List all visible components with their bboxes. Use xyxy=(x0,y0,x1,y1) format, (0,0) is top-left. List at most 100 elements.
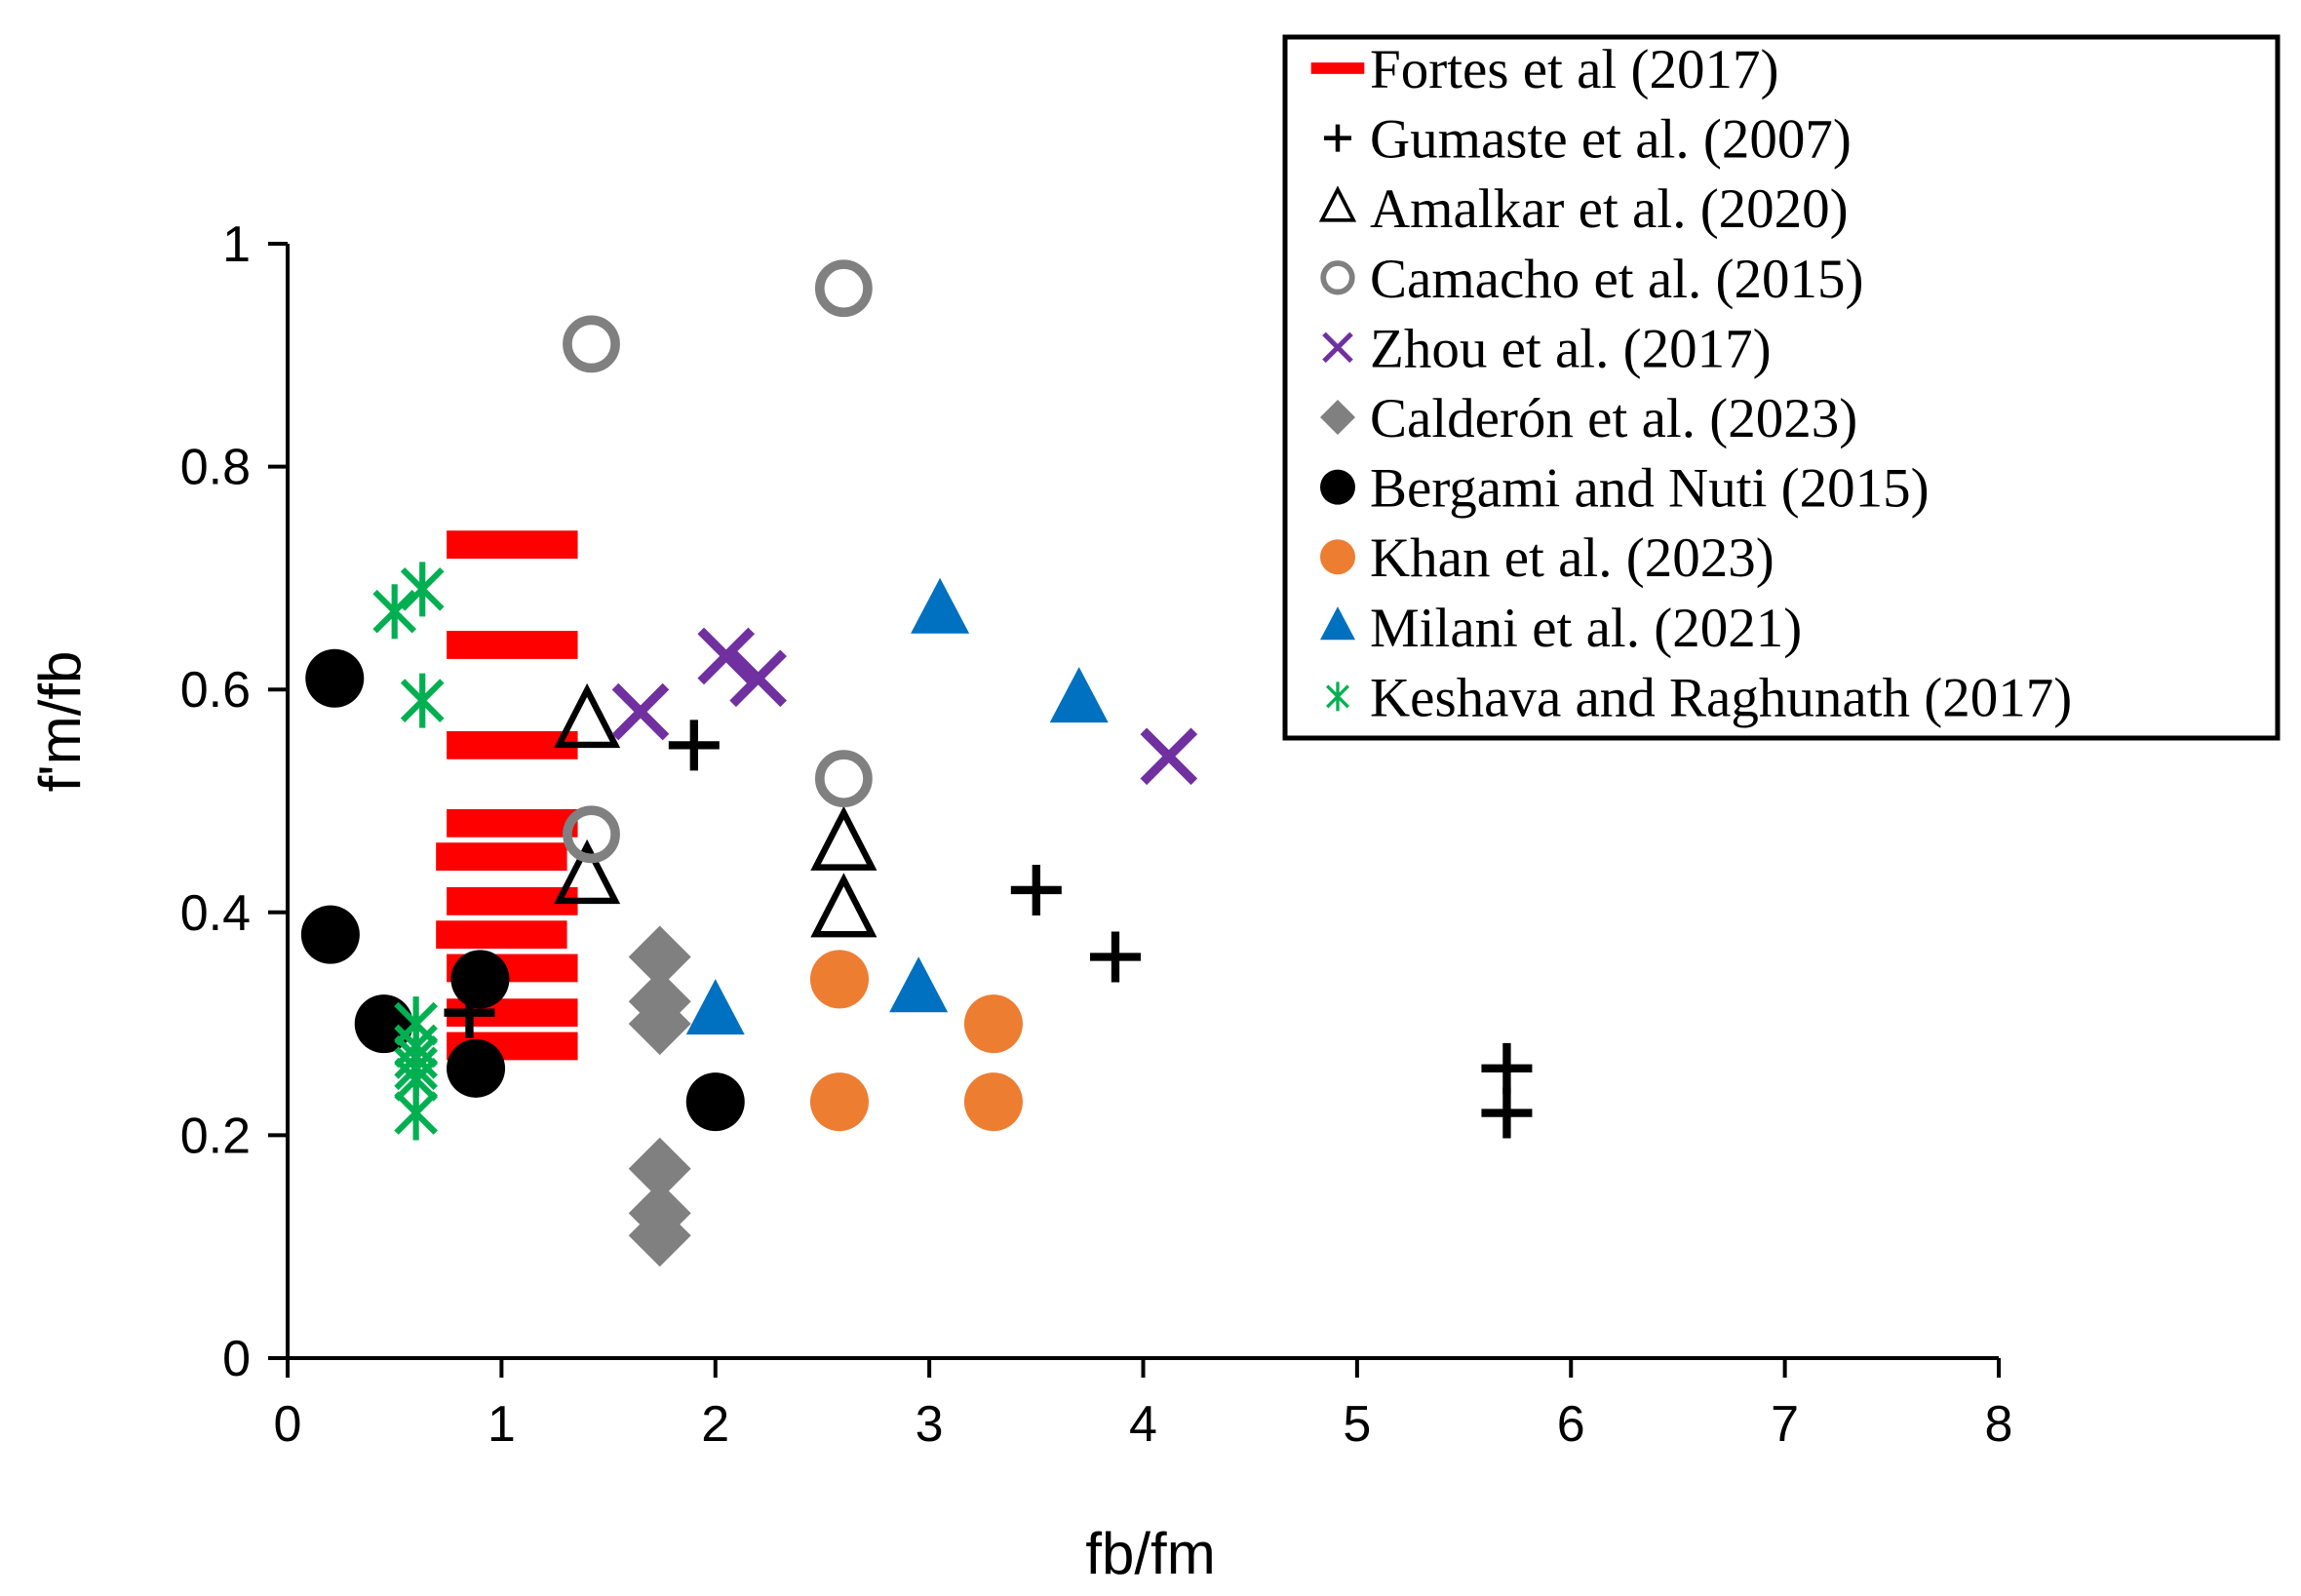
legend-marker xyxy=(1310,62,1365,74)
x-tick-label: 2 xyxy=(701,1396,729,1453)
data-point xyxy=(685,1072,745,1132)
data-point xyxy=(810,805,878,871)
legend-label: Camacho et al. (2015) xyxy=(1370,249,1864,310)
data-point xyxy=(300,905,360,964)
legend-marker xyxy=(1320,400,1355,435)
data-point xyxy=(447,808,578,837)
x-tick-label: 1 xyxy=(488,1396,516,1453)
data-point xyxy=(628,925,691,989)
data-point xyxy=(889,956,949,1013)
legend-item: Calderón et al. (2023) xyxy=(1320,388,1857,449)
data-point xyxy=(436,920,567,950)
y-tick-label: 0.8 xyxy=(180,440,251,496)
legend-label: Bergami and Nuti (2015) xyxy=(1370,458,1930,520)
data-point xyxy=(400,562,445,617)
data-point xyxy=(447,631,578,659)
data-point xyxy=(447,1038,506,1098)
legend-item: Bergami and Nuti (2015) xyxy=(1320,458,1930,520)
data-point xyxy=(911,577,970,634)
axes: 0 1 2 3 4 5 6 7 8 0 0.2 0.4 0.6 0.8 1 xyxy=(180,216,2013,1453)
data-point xyxy=(809,1072,869,1132)
legend-item: Zhou et al. (2017) xyxy=(1322,318,1772,379)
legend-item: Gumaste et al. (2007) xyxy=(1324,109,1852,171)
data-point xyxy=(436,842,567,872)
data-point xyxy=(447,530,578,560)
x-tick-label: 4 xyxy=(1129,1396,1157,1453)
data-point xyxy=(450,950,510,1009)
legend-label: Calderón et al. (2023) xyxy=(1370,388,1857,449)
data-point xyxy=(729,649,787,708)
x-tick-label: 6 xyxy=(1557,1396,1585,1453)
legend-label: Zhou et al. (2017) xyxy=(1370,318,1772,379)
y-tick-label: 0 xyxy=(222,1331,251,1387)
series-3 xyxy=(554,682,878,938)
data-point xyxy=(554,682,621,749)
legend-marker xyxy=(1320,469,1355,505)
y-tick-label: 0.6 xyxy=(180,662,251,719)
data-point xyxy=(814,750,873,808)
legend-marker xyxy=(1320,606,1355,641)
series-7 xyxy=(300,648,745,1132)
data-point xyxy=(963,994,1023,1054)
series-8 xyxy=(809,950,1023,1132)
y-tick-label: 1 xyxy=(222,216,251,273)
series-10 xyxy=(372,562,445,1141)
y-tick-label: 0.2 xyxy=(180,1108,251,1164)
data-point xyxy=(1049,667,1109,723)
series-6 xyxy=(628,925,691,1267)
y-axis-title: f'm/fb xyxy=(27,651,93,793)
data-point xyxy=(554,838,621,905)
legend-label: Khan et al. (2023) xyxy=(1370,527,1774,589)
data-point xyxy=(1089,931,1141,983)
data-point xyxy=(628,993,691,1056)
legend-marker xyxy=(1320,539,1355,575)
data-point xyxy=(400,673,445,728)
legend-item: Fortes et al (2017) xyxy=(1310,39,1778,100)
legend-marker xyxy=(1322,331,1353,364)
legend-marker xyxy=(1318,185,1357,222)
legend-label: Amalkar et al. (2020) xyxy=(1370,178,1849,240)
data-point xyxy=(372,584,417,640)
legend-item: Amalkar et al. (2020) xyxy=(1318,178,1849,240)
data-point xyxy=(963,1072,1023,1132)
data-point xyxy=(1481,1087,1533,1139)
data-point xyxy=(814,259,873,318)
data-point xyxy=(809,950,869,1009)
data-point xyxy=(394,1085,438,1141)
legend-marker xyxy=(1324,124,1351,152)
x-tick-label: 0 xyxy=(274,1396,302,1453)
x-tick-label: 3 xyxy=(916,1396,944,1453)
y-tick-label: 0.4 xyxy=(180,885,251,942)
series-5 xyxy=(611,627,1198,786)
legend-item: Khan et al. (2023) xyxy=(1320,527,1774,589)
legend-item: Camacho et al. (2015) xyxy=(1320,249,1864,310)
legend-box xyxy=(1282,34,2281,741)
data-point xyxy=(1010,864,1062,915)
data-point xyxy=(628,1137,691,1200)
data-point xyxy=(668,720,720,771)
data-point xyxy=(1140,727,1198,786)
data-point xyxy=(611,682,670,741)
data-point xyxy=(563,315,620,373)
data-points xyxy=(300,259,1533,1267)
data-point xyxy=(628,1204,691,1267)
x-tick-label: 5 xyxy=(1343,1396,1371,1453)
data-point xyxy=(1481,1042,1533,1094)
data-point xyxy=(305,648,365,708)
series-9 xyxy=(685,577,1109,1035)
data-point xyxy=(685,979,745,1035)
legend-marker xyxy=(1320,260,1355,295)
legend-label: Gumaste et al. (2007) xyxy=(1370,109,1852,171)
data-point xyxy=(810,873,878,938)
legend-label: Milani et al. (2021) xyxy=(1370,598,1802,659)
x-axis-title: fb/fm xyxy=(1085,1521,1215,1586)
legend-label: Fortes et al (2017) xyxy=(1370,39,1778,100)
data-point xyxy=(697,627,756,685)
legend: Fortes et al (2017) Gumaste et al. (2007)… xyxy=(1282,34,2281,741)
series-4 xyxy=(563,259,873,864)
data-point xyxy=(563,805,620,864)
x-tick-label: 8 xyxy=(1985,1396,2013,1453)
legend-marker xyxy=(1326,681,1349,712)
legend-label: Keshava and Raghunath (2017) xyxy=(1370,667,2072,728)
